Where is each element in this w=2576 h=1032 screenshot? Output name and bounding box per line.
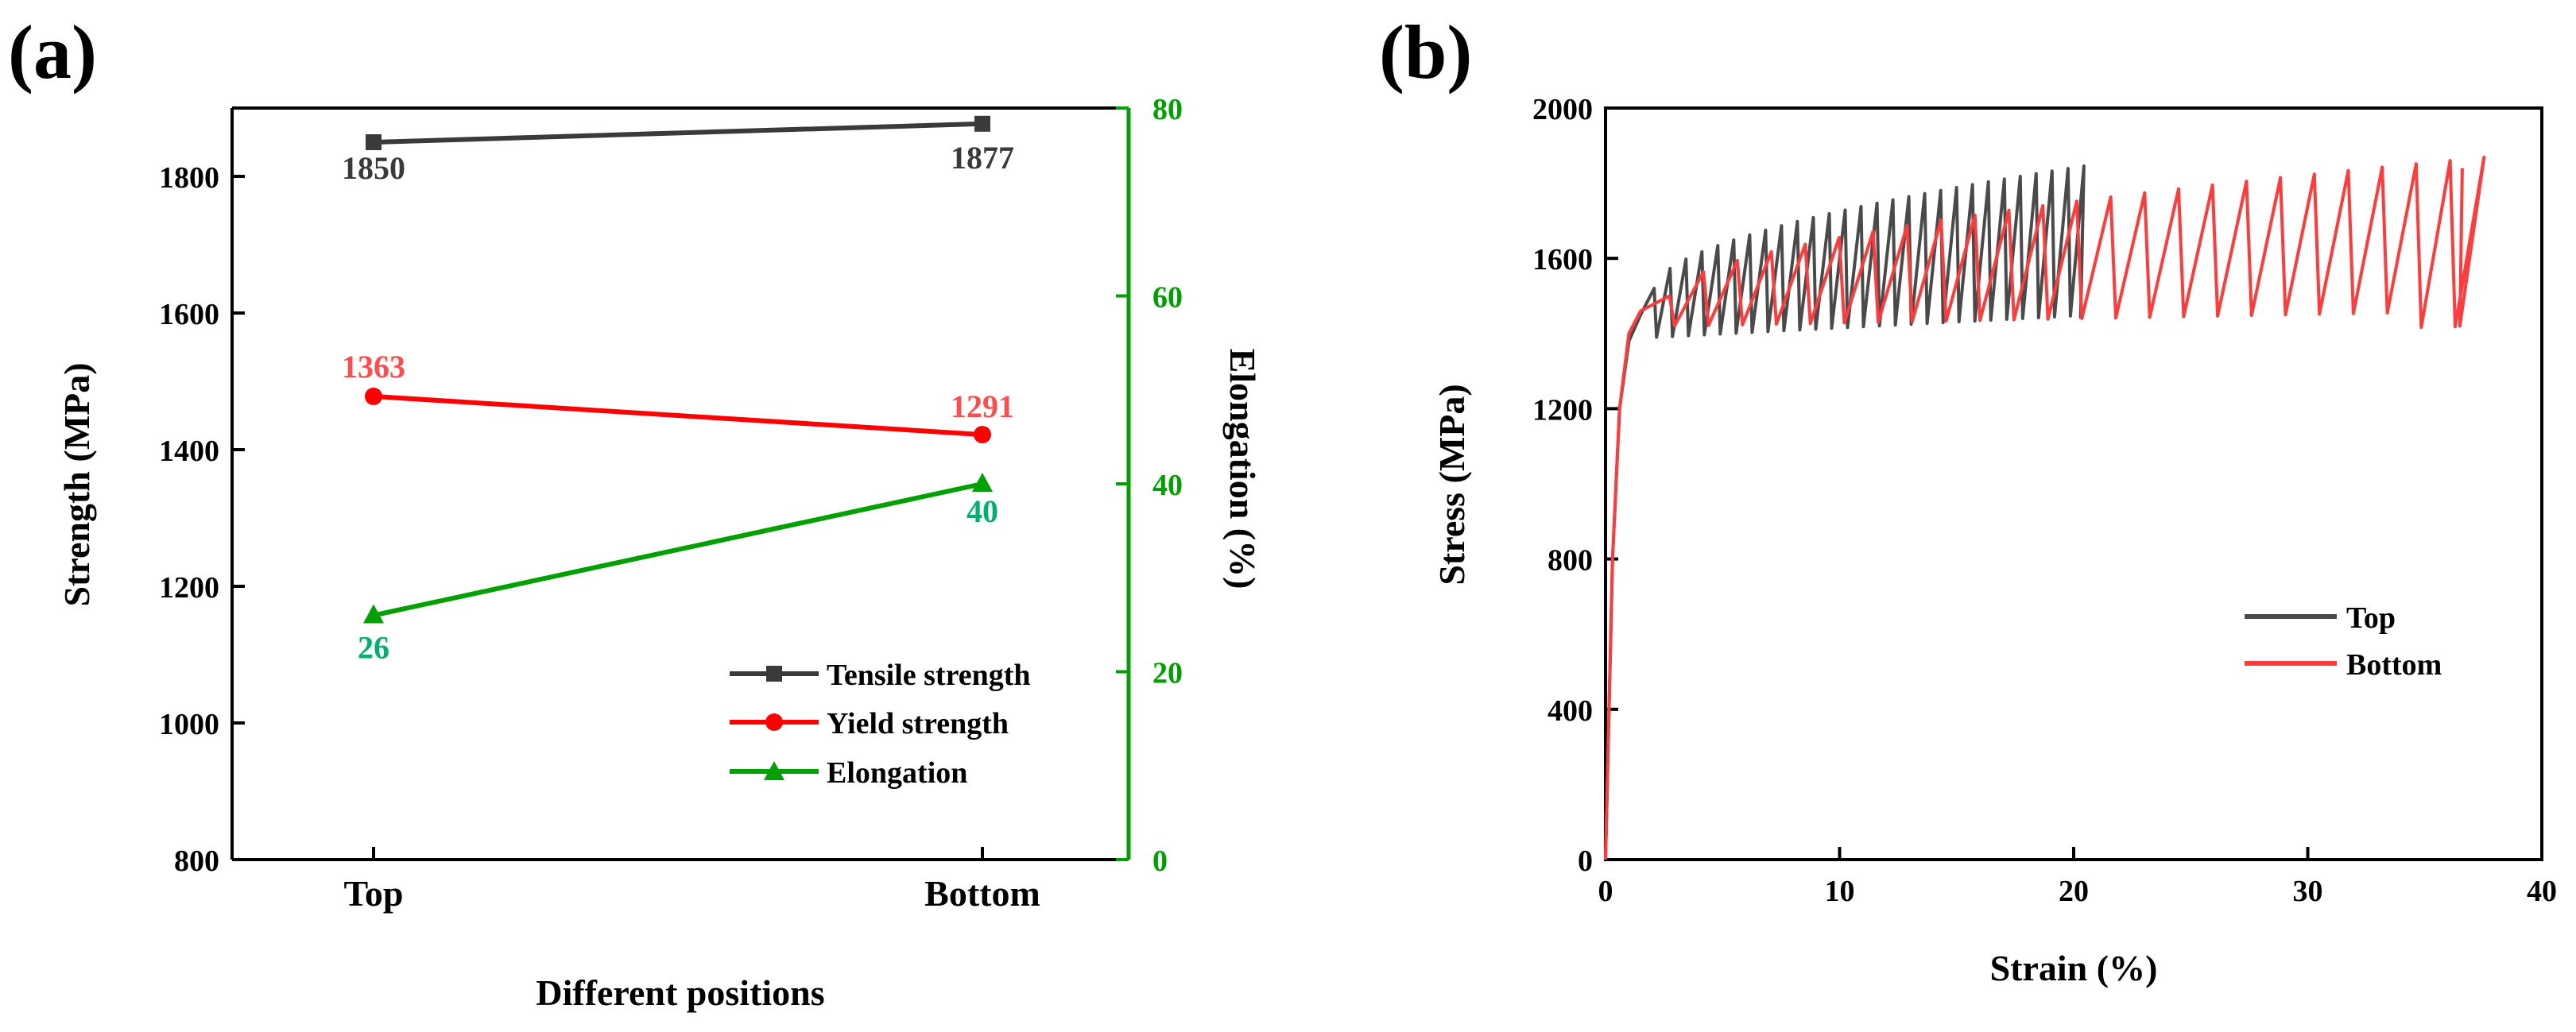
- a-point-elongation: [363, 604, 384, 624]
- b-curve-bottom: [1604, 156, 2486, 860]
- b-xtick-label: 30: [2293, 875, 2323, 908]
- b-ytick-label: 400: [1548, 694, 1593, 728]
- b-xtick-label: 0: [1598, 875, 1613, 908]
- a-ytick-label: 1000: [159, 708, 219, 741]
- a-data-label: 1850: [342, 150, 405, 186]
- a-category-ticks: Top Bottom: [343, 847, 1040, 914]
- a-y2tick-label: 20: [1152, 657, 1183, 690]
- a-point-yield: [365, 387, 382, 405]
- a-xtick-label: Bottom: [924, 873, 1040, 914]
- panel-b-label: (b): [1379, 10, 1472, 95]
- b-x-ticks: 0 10 20 30 40: [1598, 847, 2557, 908]
- b-curves-group: [1604, 156, 2486, 860]
- a-series-line-2: [373, 481, 983, 618]
- a-ylabel: Strength (MPa): [56, 362, 97, 606]
- legend-bottom-label: Bottom: [2346, 648, 2442, 682]
- a-data-label: 26: [358, 630, 389, 666]
- b-xtick-label: 20: [2059, 875, 2089, 908]
- b-curve-top: [1604, 164, 2086, 860]
- a-point-tensile: [366, 134, 382, 150]
- a-ytick-label: 1400: [159, 435, 219, 468]
- legend-elongation-label: Elongation: [827, 756, 967, 790]
- a-ytick-label: 1600: [159, 298, 219, 331]
- legend-yield-label: Yield strength: [827, 707, 1009, 740]
- a-y2tick-label: 0: [1152, 845, 1168, 878]
- a-data-label: 1877: [951, 140, 1014, 176]
- b-legend: Top Bottom: [2245, 601, 2442, 682]
- a-right-ticks: 0 20 40 60 80: [1116, 93, 1183, 878]
- a-data-label: 1363: [342, 349, 405, 385]
- a-series-group: 1850 1877 1363 1291 26 40: [342, 115, 1014, 666]
- a-point-elongation: [972, 473, 993, 492]
- b-ytick-label: 800: [1548, 544, 1593, 578]
- a-data-label: 1291: [951, 388, 1014, 424]
- b-ylabel: Stress (MPa): [1431, 384, 1472, 585]
- a-xtick-label: Top: [343, 873, 403, 914]
- b-y-ticks: 0 400 800 1200 1600 2000: [1532, 93, 1618, 878]
- b-plot-frame: [1604, 106, 2543, 861]
- a-y2tick-label: 60: [1152, 281, 1183, 315]
- a-data-label: 40: [966, 493, 998, 529]
- b-ytick-label: 2000: [1532, 93, 1593, 126]
- a-y2tick-label: 40: [1152, 469, 1183, 502]
- legend-tensile-marker: [766, 666, 782, 682]
- a-series-line-1: [373, 393, 983, 438]
- a-point-yield: [974, 426, 991, 444]
- a-legend: Tensile strength Yield strength Elongati…: [730, 659, 1031, 790]
- a-y2tick-label: 80: [1152, 93, 1183, 126]
- b-xlabel: Strain (%): [1990, 948, 2158, 988]
- legend-elongation-marker: [764, 761, 784, 780]
- b-ytick-label: 1600: [1532, 243, 1593, 276]
- a-ytick-label: 1200: [159, 571, 219, 605]
- legend-tensile-label: Tensile strength: [827, 659, 1031, 692]
- a-ytick-label: 800: [174, 845, 219, 878]
- panel-a-label: (a): [8, 10, 97, 95]
- a-ytick-label: 1800: [159, 161, 219, 195]
- a-y2label: Elongation (%): [1222, 349, 1263, 589]
- b-xtick-label: 40: [2527, 875, 2557, 908]
- legend-yield-marker: [765, 713, 783, 731]
- panel-b-chart: 0 400 800 1200 1600 2000 0 10 20 30 40 Strain (%)…: [1431, 93, 2557, 988]
- b-ytick-label: 0: [1578, 845, 1593, 878]
- panel-a-chart: 800 1000 1200 1400 1600 1800 0 20 40 60 80 Top Bot…: [56, 93, 1263, 1013]
- b-ytick-label: 1200: [1532, 393, 1593, 427]
- a-series-line-0: [373, 121, 983, 145]
- a-point-tensile: [974, 115, 990, 132]
- a-xlabel: Different positions: [536, 972, 824, 1013]
- legend-top-label: Top: [2346, 601, 2396, 635]
- a-left-ticks: 800 1000 1200 1400 1600 1800: [159, 161, 245, 878]
- b-xtick-label: 10: [1825, 875, 1855, 908]
